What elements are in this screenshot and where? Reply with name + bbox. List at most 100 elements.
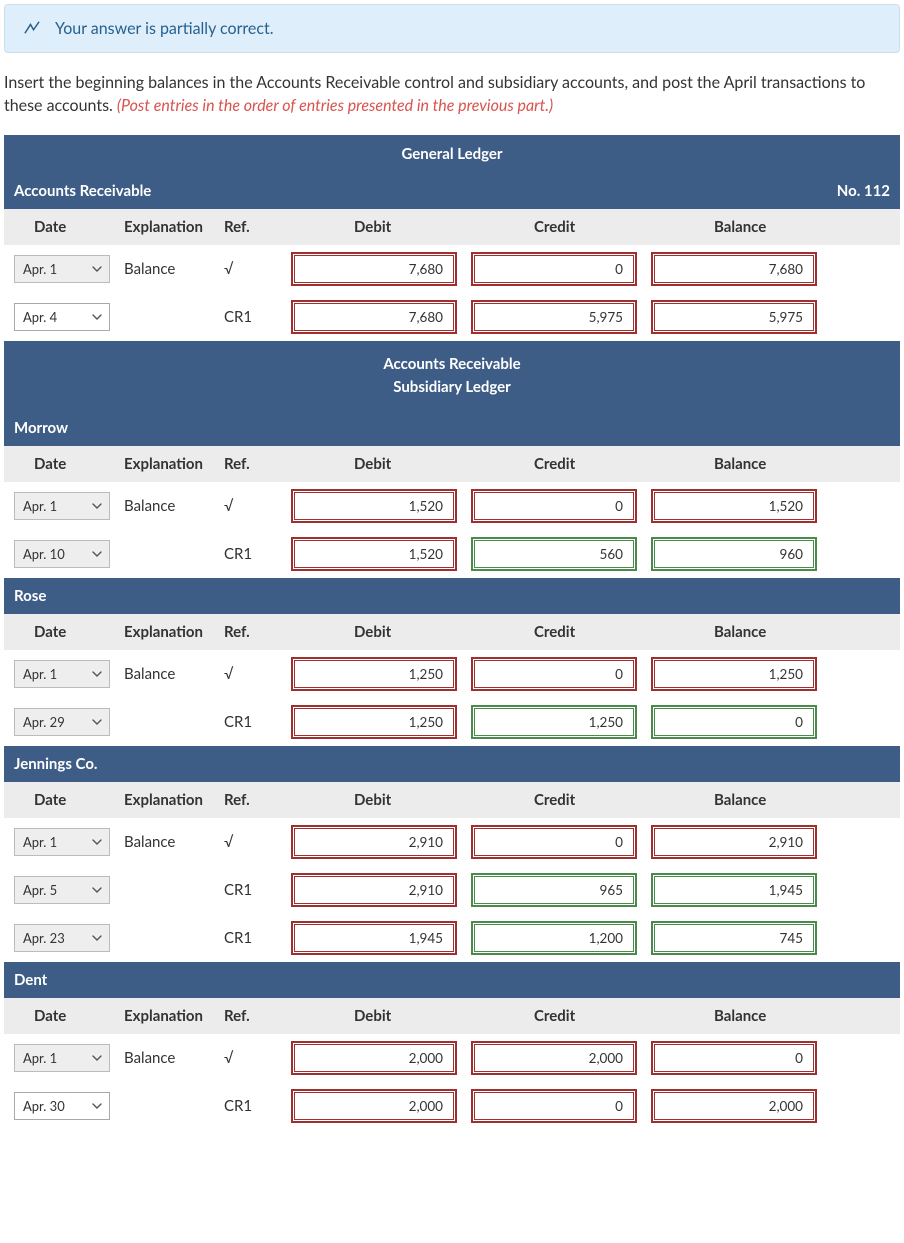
credit-input[interactable]: 0 — [474, 660, 634, 688]
date-select[interactable]: Apr. 10 — [14, 540, 110, 568]
column-header-row: DateExplanationRef.DebitCreditBalance — [4, 446, 900, 482]
col-date: Date — [4, 218, 124, 236]
instructions-note: (Post entries in the order of entries pr… — [117, 96, 553, 115]
credit-input[interactable]: 965 — [474, 876, 634, 904]
col-explanation: Explanation — [124, 791, 224, 809]
chevron-down-icon — [91, 500, 103, 512]
balance-input[interactable]: 1,250 — [654, 660, 814, 688]
col-explanation: Explanation — [124, 455, 224, 473]
col-balance: Balance — [684, 218, 864, 236]
date-select[interactable]: Apr. 1 — [14, 255, 110, 283]
explanation-cell: Balance — [124, 1049, 224, 1067]
ledger-row: Apr. 30CR12,00002,000 — [4, 1082, 900, 1130]
explanation-cell: Balance — [124, 833, 224, 851]
debit-input[interactable]: 1,520 — [294, 540, 454, 568]
debit-input[interactable]: 2,000 — [294, 1092, 454, 1120]
debit-input[interactable]: 2,910 — [294, 828, 454, 856]
credit-input[interactable]: 0 — [474, 492, 634, 520]
balance-input[interactable]: 1,945 — [654, 876, 814, 904]
chevron-down-icon — [91, 668, 103, 680]
subsidiary-ledger-title: Accounts ReceivableSubsidiary Ledger — [4, 341, 900, 410]
ledger-row: Apr. 1 Balance√ 7,680 0 7,680 — [4, 245, 900, 293]
balance-input[interactable]: 2,910 — [654, 828, 814, 856]
debit-input[interactable]: 7,680 — [294, 303, 454, 331]
col-balance: Balance — [684, 455, 864, 473]
debit-input[interactable]: 1,250 — [294, 660, 454, 688]
account-name: Jennings Co. — [14, 755, 98, 773]
col-ref: Ref. — [224, 455, 284, 473]
col-balance: Balance — [684, 1007, 864, 1025]
credit-input[interactable]: 0 — [474, 828, 634, 856]
balance-input[interactable]: 5,975 — [654, 303, 814, 331]
col-date: Date — [4, 455, 124, 473]
debit-input[interactable]: 7,680 — [294, 255, 454, 283]
feedback-alert: Your answer is partially correct. — [4, 4, 900, 53]
col-balance: Balance — [684, 623, 864, 641]
credit-input[interactable]: 1,250 — [474, 708, 634, 736]
col-balance: Balance — [684, 791, 864, 809]
col-credit: Credit — [484, 455, 684, 473]
date-select[interactable]: Apr. 1 — [14, 828, 110, 856]
col-date: Date — [4, 623, 124, 641]
column-header-row: DateExplanationRef.DebitCreditBalance — [4, 209, 900, 245]
account-number: No. 112 — [837, 182, 890, 200]
date-select[interactable]: Apr. 1 — [14, 660, 110, 688]
col-ref: Ref. — [224, 218, 284, 236]
date-select[interactable]: Apr. 4 — [14, 303, 110, 331]
account-name: Rose — [14, 587, 46, 605]
instructions-text: Insert the beginning balances in the Acc… — [0, 71, 904, 135]
debit-input[interactable]: 2,000 — [294, 1044, 454, 1072]
ref-cell: √ — [224, 260, 284, 278]
chevron-down-icon — [91, 716, 103, 728]
balance-input[interactable]: 0 — [654, 1044, 814, 1072]
chevron-down-icon — [91, 836, 103, 848]
date-select[interactable]: Apr. 29 — [14, 708, 110, 736]
column-header-row: DateExplanationRef.DebitCreditBalance — [4, 998, 900, 1034]
balance-input[interactable]: 2,000 — [654, 1092, 814, 1120]
ledger-row: Apr. 4CR17,6805,9755,975 — [4, 293, 900, 341]
debit-input[interactable]: 1,945 — [294, 924, 454, 952]
ref-cell: √ — [224, 497, 284, 515]
col-date: Date — [4, 791, 124, 809]
date-select[interactable]: Apr. 23 — [14, 924, 110, 952]
column-header-row: DateExplanationRef.DebitCreditBalance — [4, 782, 900, 818]
ref-cell: CR1 — [224, 545, 284, 563]
ledger-row: Apr. 5CR12,9109651,945 — [4, 866, 900, 914]
account-name: Dent — [14, 971, 47, 989]
ref-cell: √ — [224, 665, 284, 683]
col-credit: Credit — [484, 218, 684, 236]
balance-input[interactable]: 1,520 — [654, 492, 814, 520]
col-ref: Ref. — [224, 791, 284, 809]
explanation-cell: Balance — [124, 497, 224, 515]
col-debit: Debit — [284, 455, 484, 473]
col-credit: Credit — [484, 623, 684, 641]
debit-input[interactable]: 2,910 — [294, 876, 454, 904]
col-debit: Debit — [284, 791, 484, 809]
account-header: Rose — [4, 578, 900, 614]
col-debit: Debit — [284, 1007, 484, 1025]
credit-input[interactable]: 5,975 — [474, 303, 634, 331]
ref-cell: √ — [224, 1049, 284, 1067]
balance-input[interactable]: 745 — [654, 924, 814, 952]
balance-input[interactable]: 960 — [654, 540, 814, 568]
date-select[interactable]: Apr. 5 — [14, 876, 110, 904]
credit-input[interactable]: 0 — [474, 1092, 634, 1120]
account-name: Morrow — [14, 419, 68, 437]
balance-input[interactable]: 0 — [654, 708, 814, 736]
date-select[interactable]: Apr. 30 — [14, 1092, 110, 1120]
debit-input[interactable]: 1,520 — [294, 492, 454, 520]
credit-input[interactable]: 0 — [474, 255, 634, 283]
credit-input[interactable]: 560 — [474, 540, 634, 568]
debit-input[interactable]: 1,250 — [294, 708, 454, 736]
date-select[interactable]: Apr. 1 — [14, 492, 110, 520]
column-header-row: DateExplanationRef.DebitCreditBalance — [4, 614, 900, 650]
ledger-row: Apr. 1 Balance√ 1,520 0 1,520 — [4, 482, 900, 530]
balance-input[interactable]: 7,680 — [654, 255, 814, 283]
date-select[interactable]: Apr. 1 — [14, 1044, 110, 1072]
explanation-cell: Balance — [124, 260, 224, 278]
ref-cell: CR1 — [224, 929, 284, 947]
col-ref: Ref. — [224, 623, 284, 641]
credit-input[interactable]: 1,200 — [474, 924, 634, 952]
credit-input[interactable]: 2,000 — [474, 1044, 634, 1072]
chevron-down-icon — [91, 311, 103, 323]
